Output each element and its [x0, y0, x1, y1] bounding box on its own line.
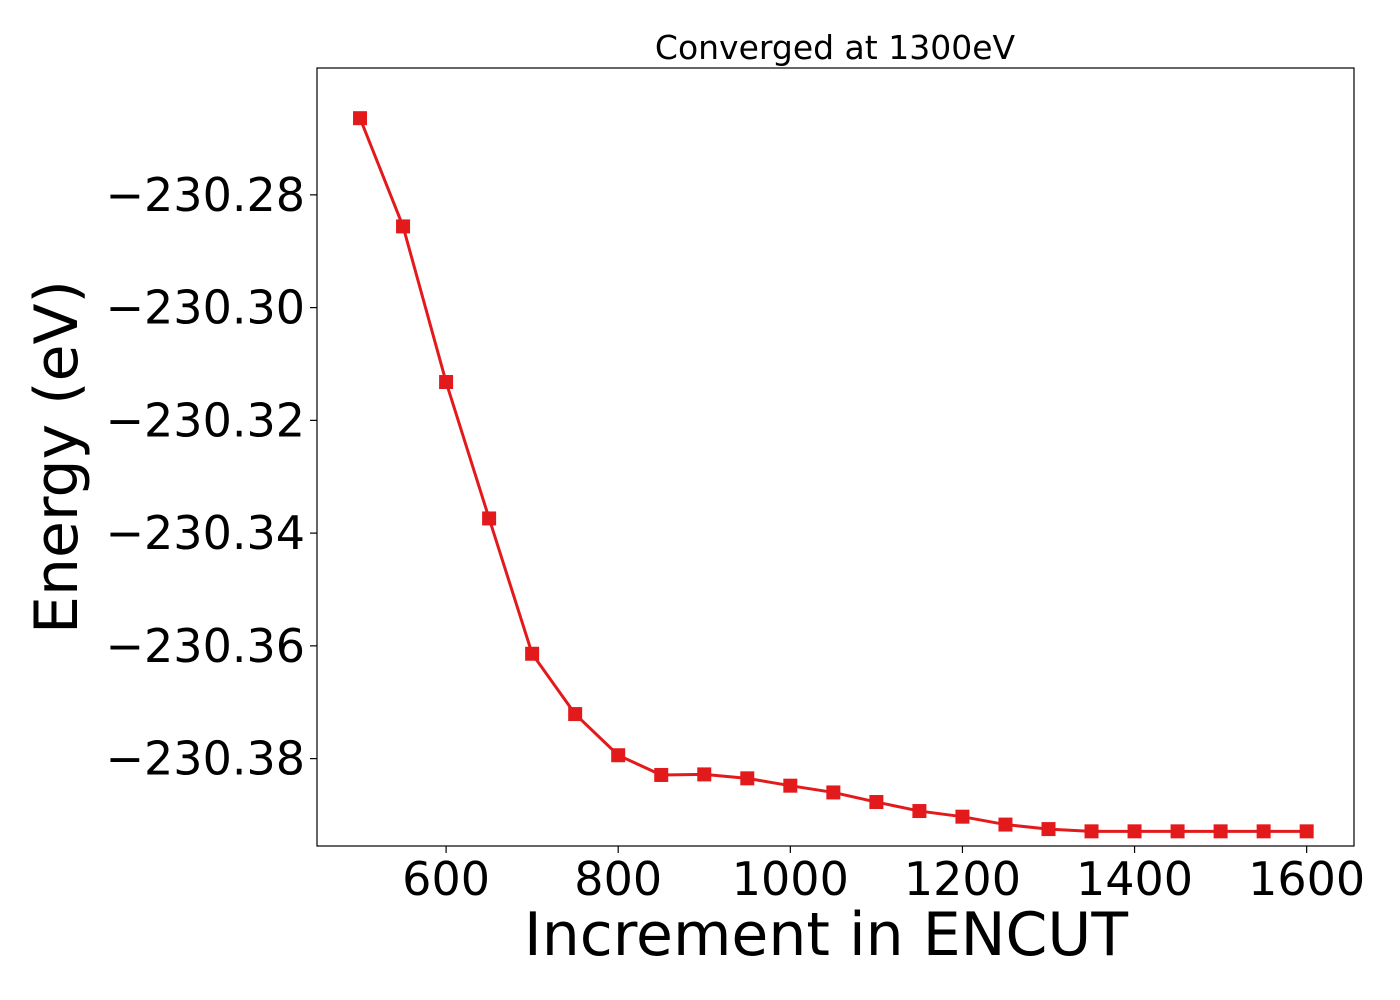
x-tick-label: 1000	[732, 852, 849, 906]
data-point	[740, 771, 755, 786]
y-axis-label: Energy (eV)	[22, 280, 92, 634]
y-axis: −230.28 −230.30 −230.32 −230.34 −230.36 −230.…	[106, 168, 317, 786]
data-point	[525, 646, 540, 661]
x-axis: 600 800 1000 1200 1400 1600	[402, 846, 1365, 906]
data-point	[1299, 824, 1314, 839]
data-point	[1084, 824, 1099, 839]
data-point	[439, 375, 454, 390]
x-tick-label: 1600	[1248, 852, 1365, 906]
y-tick-label: −230.30	[106, 281, 306, 335]
data-point	[783, 778, 798, 793]
data-point	[912, 804, 927, 819]
data-point	[869, 795, 884, 810]
data-point	[611, 748, 626, 763]
series-layer	[353, 111, 1314, 839]
data-point	[697, 767, 712, 782]
data-point	[998, 817, 1013, 832]
data-point	[955, 809, 970, 824]
x-tick-label: 1200	[904, 852, 1021, 906]
y-tick-label: −230.38	[106, 732, 306, 786]
x-tick-label: 800	[574, 852, 662, 906]
data-point	[1170, 824, 1185, 839]
data-point	[654, 767, 669, 782]
data-point	[826, 785, 841, 800]
data-point	[482, 511, 497, 526]
data-point	[1041, 822, 1056, 837]
data-point	[1127, 824, 1142, 839]
plot-frame	[316, 67, 1355, 847]
series-line	[358, 117, 1307, 833]
data-point	[396, 219, 411, 234]
data-point	[1256, 824, 1271, 839]
y-tick-label: −230.36	[106, 619, 306, 673]
chart-title: Converged at 1300eV	[655, 28, 1016, 67]
data-point	[568, 707, 583, 722]
data-point	[1213, 824, 1228, 839]
y-tick-label: −230.34	[106, 506, 306, 560]
y-tick-label: −230.28	[106, 168, 306, 222]
x-tick-label: 1400	[1076, 852, 1193, 906]
data-point	[353, 111, 368, 126]
y-tick-label: −230.32	[106, 393, 306, 447]
x-axis-label: Increment in ENCUT	[524, 900, 1128, 970]
x-tick-label: 600	[402, 852, 490, 906]
